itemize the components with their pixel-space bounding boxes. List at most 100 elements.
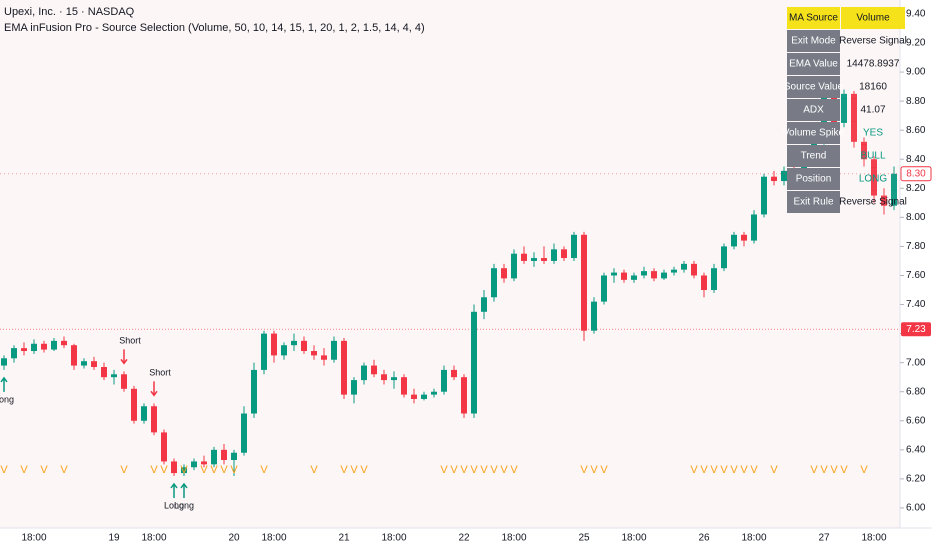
candle-body bbox=[731, 234, 737, 247]
candle-body bbox=[491, 268, 497, 298]
spike-signal: V bbox=[490, 464, 498, 476]
event-arrow bbox=[170, 482, 178, 498]
candle-body bbox=[881, 195, 887, 206]
spike-signal: V bbox=[450, 464, 458, 476]
spike-signal: V bbox=[350, 464, 358, 476]
event-arrow bbox=[120, 349, 128, 365]
event-arrow bbox=[0, 376, 8, 392]
x-tick-label: 18:00 bbox=[141, 533, 166, 544]
candle-body bbox=[641, 271, 647, 276]
x-tick-label: 20 bbox=[228, 533, 240, 544]
candle-body bbox=[401, 377, 407, 395]
candle-body bbox=[281, 345, 287, 356]
candle-body bbox=[591, 301, 597, 331]
table-value-cell bbox=[841, 191, 905, 213]
candle-body bbox=[51, 340, 57, 350]
candle-body bbox=[431, 391, 437, 395]
table-value: 18160 bbox=[859, 82, 887, 93]
y-tick-label: 6.00 bbox=[906, 503, 926, 514]
candle-body bbox=[21, 348, 27, 352]
candle-body bbox=[761, 176, 767, 215]
event-arrow bbox=[150, 381, 158, 397]
x-tick-label: 26 bbox=[698, 533, 710, 544]
y-tick-label: 8.00 bbox=[906, 212, 926, 223]
table-value-cell bbox=[841, 76, 905, 98]
table-value-cell bbox=[841, 30, 905, 52]
spike-signal: V bbox=[0, 464, 8, 476]
table-value: LONG bbox=[859, 174, 888, 185]
table-header: Volume bbox=[856, 13, 890, 24]
spike-signal: V bbox=[600, 464, 608, 476]
candle-body bbox=[211, 449, 217, 465]
candle-body bbox=[201, 461, 207, 465]
table-label: ADX bbox=[803, 105, 824, 116]
spike-signal: V bbox=[690, 464, 698, 476]
candle-body bbox=[141, 406, 147, 421]
spike-signal: V bbox=[160, 464, 168, 476]
candle-body bbox=[631, 275, 637, 280]
x-tick-label: 19 bbox=[108, 533, 120, 544]
candle-body bbox=[121, 374, 127, 389]
candle-body bbox=[661, 272, 667, 279]
spike-signal: V bbox=[470, 464, 478, 476]
y-tick-label: 9.40 bbox=[906, 9, 926, 20]
y-tick-label: 6.60 bbox=[906, 415, 926, 426]
x-tick-label: 27 bbox=[818, 533, 830, 544]
spike-signal: V bbox=[700, 464, 708, 476]
y-tick-label: 9.20 bbox=[906, 38, 926, 49]
table-value: YES bbox=[863, 128, 883, 139]
candle-body bbox=[231, 452, 237, 461]
candle-body bbox=[331, 340, 337, 360]
table-value: Reverse Signal bbox=[839, 197, 907, 208]
spike-signal: V bbox=[720, 464, 728, 476]
spike-signal: V bbox=[40, 464, 48, 476]
candle-body bbox=[361, 365, 367, 381]
x-tick-label: 18:00 bbox=[261, 533, 286, 544]
candle-body bbox=[611, 272, 617, 276]
marks bbox=[0, 79, 900, 476]
candle-body bbox=[621, 272, 627, 280]
candle-body bbox=[111, 374, 117, 378]
candle-body bbox=[261, 333, 267, 370]
candle-body bbox=[241, 413, 247, 453]
table-value: Reverse Signal bbox=[839, 36, 907, 47]
table-label: Source Value bbox=[784, 82, 844, 93]
spike-signal: V bbox=[830, 464, 838, 476]
candle-body bbox=[41, 343, 47, 350]
candle-body bbox=[301, 340, 307, 352]
table-label-cell bbox=[787, 122, 840, 144]
ref-price-box bbox=[901, 322, 931, 337]
x-tick-label: 22 bbox=[458, 533, 470, 544]
candle-body bbox=[151, 406, 157, 433]
candle-body bbox=[841, 93, 847, 123]
table-label-cell bbox=[787, 145, 840, 167]
candle-body bbox=[391, 377, 397, 381]
candle-body bbox=[521, 253, 527, 261]
chart-subtitle: EMA inFusion Pro - Source Selection (Vol… bbox=[4, 22, 425, 34]
spike-signal: V bbox=[590, 464, 598, 476]
spike-signal: V bbox=[510, 464, 518, 476]
candle-body bbox=[221, 449, 227, 461]
candle-body bbox=[741, 234, 747, 241]
spike-signal: V bbox=[580, 464, 588, 476]
y-tick-label: 6.80 bbox=[906, 386, 926, 397]
candle-body bbox=[861, 141, 867, 160]
spike-signal: V bbox=[310, 464, 318, 476]
table-header: MA Source bbox=[789, 13, 838, 24]
y-tick-label: 8.20 bbox=[906, 183, 926, 194]
table-label: Trend bbox=[801, 151, 827, 162]
table-label-cell bbox=[787, 53, 840, 75]
candle-body bbox=[131, 388, 137, 421]
table-value: 14478.8937 bbox=[847, 59, 900, 70]
candle-body bbox=[481, 297, 487, 312]
candle-body bbox=[411, 394, 417, 399]
candle-body bbox=[271, 333, 277, 356]
candle-body bbox=[681, 263, 687, 270]
candle-body bbox=[181, 467, 187, 474]
table-label-cell bbox=[787, 30, 840, 52]
table-label: Volume Spike bbox=[783, 128, 845, 139]
candle-body bbox=[501, 268, 507, 279]
spike-signal: V bbox=[860, 464, 868, 476]
spike-signal: V bbox=[500, 464, 508, 476]
table-value-cell bbox=[841, 168, 905, 190]
